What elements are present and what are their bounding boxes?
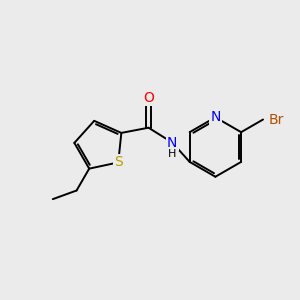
Text: O: O (143, 91, 154, 105)
Text: N: N (210, 110, 220, 124)
Text: H: H (168, 149, 176, 159)
Text: N: N (167, 136, 178, 150)
Text: Br: Br (268, 112, 284, 127)
Text: S: S (114, 155, 123, 170)
